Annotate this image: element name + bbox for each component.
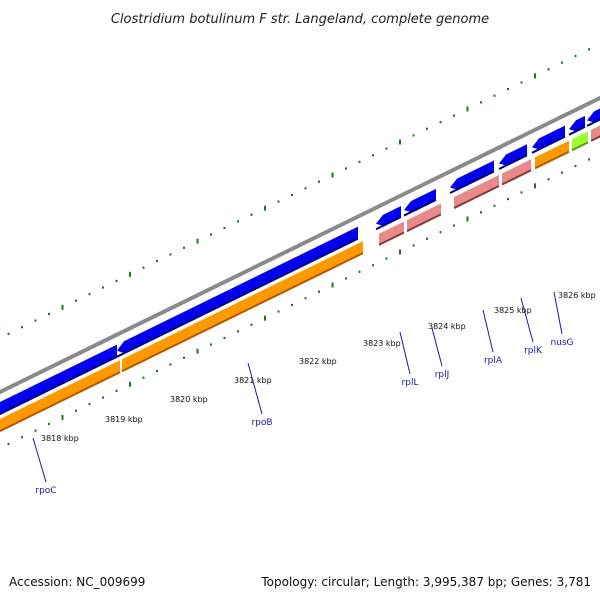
gene-block-small-1-edge — [568, 125, 586, 136]
gene-leader-line — [399, 331, 411, 375]
gene-block-rplJ-edge — [403, 198, 437, 217]
feature-block-orange-2 — [122, 241, 363, 372]
gene-block-rplK — [499, 144, 527, 166]
gene-label-rpoB: rpoB — [251, 418, 272, 428]
gene-leader-line — [553, 291, 563, 335]
gene-block-rpoB-edge — [116, 237, 359, 358]
kbp-label: 3820 kbp — [170, 395, 208, 404]
kbp-label: 3826 kbp — [558, 291, 596, 300]
gene-block-rplK-edge — [498, 154, 528, 170]
genome-backbone — [0, 95, 600, 395]
feature-block-pink-1 — [379, 221, 404, 245]
gene-leader-line — [520, 297, 534, 343]
kbp-label: 3824 kbp — [428, 322, 466, 331]
gene-block-rpoC-edge — [0, 355, 118, 416]
gene-label-nusG: nusG — [550, 338, 573, 348]
gene-block-rplA-edge — [449, 170, 495, 194]
gene-leader-line — [431, 327, 443, 367]
kbp-label: 3822 kbp — [299, 357, 337, 366]
gene-leader-line — [482, 309, 494, 353]
gene-block-rpoC — [0, 344, 117, 415]
gene-label-rplK: rplK — [524, 346, 543, 356]
feature-block-pink-3 — [454, 174, 499, 209]
gene-block-small-2-edge — [586, 118, 600, 127]
feature-block-green — [572, 131, 588, 151]
gene-block-rpoB — [117, 226, 358, 354]
gene-block-rplJ — [404, 188, 436, 213]
gene-label-rplL: rplL — [402, 378, 419, 388]
feature-block-orange-2-edge — [121, 252, 364, 373]
feature-block-pink-2 — [407, 203, 441, 232]
feature-block-pink-4 — [502, 159, 531, 185]
feature-block-pink-4-edge — [501, 169, 532, 186]
gene-block-secE — [532, 125, 565, 150]
kbp-label: 3823 kbp — [363, 339, 401, 348]
feature-block-orange-1-edge — [0, 371, 121, 433]
feature-block-green-edge — [571, 141, 589, 152]
kbp-label: 3825 kbp — [494, 306, 532, 315]
map-title: Clostridium botulinum F str. Langeland, … — [111, 12, 489, 27]
gene-block-small-1 — [569, 115, 585, 132]
genome-summary-label: Topology: circular; Length: 3,995,387 bp… — [260, 575, 591, 589]
gene-block-small-2 — [587, 108, 600, 123]
gene-label-rplJ: rplJ — [435, 370, 450, 380]
accession-label: Accession: NC_009699 — [9, 575, 145, 589]
feature-block-orange-3 — [535, 140, 569, 169]
feature-block-orange-1 — [0, 360, 120, 431]
kbp-label: 3819 kbp — [105, 415, 143, 424]
feature-block-pink-3-edge — [453, 185, 500, 209]
gene-block-secE-edge — [531, 135, 566, 154]
feature-block-pink-1-edge — [378, 231, 405, 246]
gene-block-rplA — [450, 160, 494, 190]
gene-block-rplL — [376, 206, 401, 226]
gene-leader-line — [32, 437, 47, 483]
gene-block-rplL-edge — [375, 216, 402, 231]
gene-leader-line — [247, 362, 263, 415]
feature-block-pink-2-edge — [406, 213, 442, 232]
feature-block-pink-5-edge — [590, 135, 600, 142]
kbp-label: 3818 kbp — [41, 434, 79, 443]
feature-block-orange-3-edge — [534, 150, 570, 170]
gene-label-rplA: rplA — [484, 356, 503, 366]
gene-label-rpoC: rpoC — [35, 486, 56, 496]
